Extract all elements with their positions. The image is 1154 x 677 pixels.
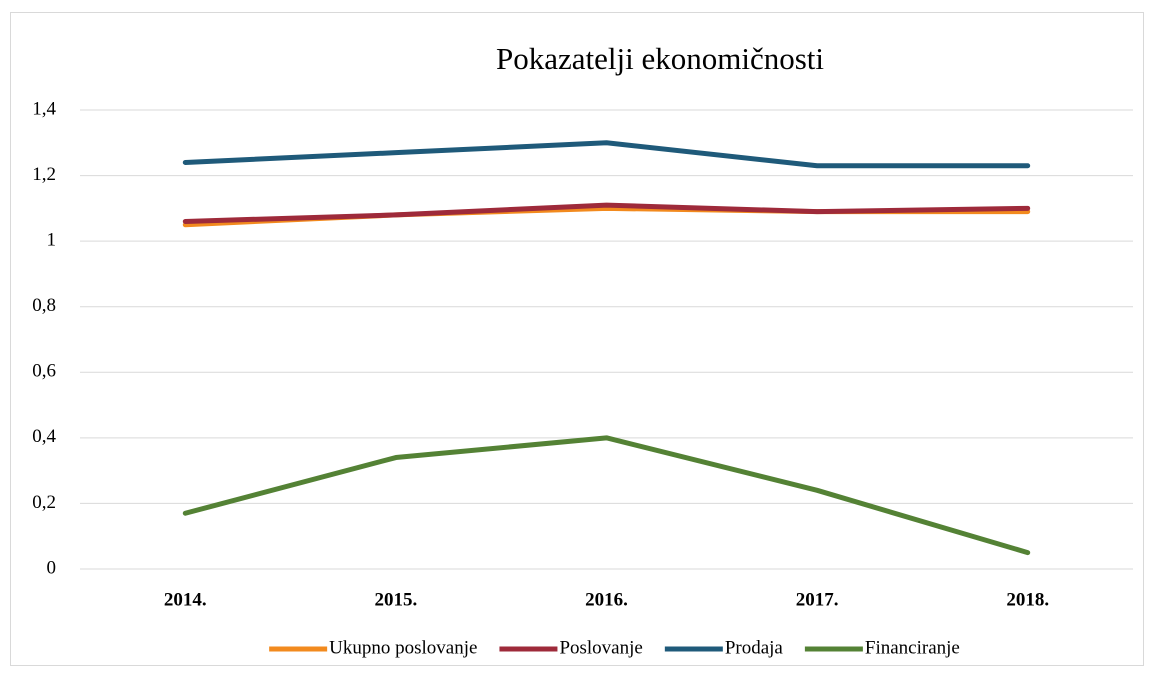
y-tick-label: 0,8 <box>32 295 56 316</box>
y-tick-label: 0,6 <box>32 361 56 382</box>
y-tick-label: 1 <box>47 230 57 251</box>
series-line <box>182 435 1031 556</box>
chart-border <box>10 12 1144 666</box>
legend-item: Poslovanje <box>499 637 643 658</box>
legend-label: Ukupno poslovanje <box>329 637 477 658</box>
x-tick-label: 2016. <box>585 589 628 610</box>
x-tick-label: 2014. <box>164 589 207 610</box>
x-tick-label: 2017. <box>796 589 839 610</box>
legend-item: Financiranje <box>804 637 960 658</box>
legend-label: Poslovanje <box>559 637 642 658</box>
x-tick-label: 2018. <box>1006 589 1049 610</box>
x-tick-label: 2015. <box>375 589 418 610</box>
y-tick-label: 0,2 <box>32 492 56 513</box>
y-tick-label: 1,2 <box>32 164 56 185</box>
y-tick-label: 1,4 <box>32 98 56 119</box>
series-line <box>182 202 1031 224</box>
legend-item: Prodaja <box>664 637 784 658</box>
y-tick-label: 0,4 <box>32 426 56 447</box>
chart-title: Pokazatelji ekonomičnosti <box>496 41 824 76</box>
legend-label: Financiranje <box>865 637 960 658</box>
legend-item: Ukupno poslovanje <box>269 637 477 658</box>
series-line <box>182 140 1031 169</box>
legend-label: Prodaja <box>725 637 784 658</box>
y-tick-label: 0 <box>47 557 57 578</box>
